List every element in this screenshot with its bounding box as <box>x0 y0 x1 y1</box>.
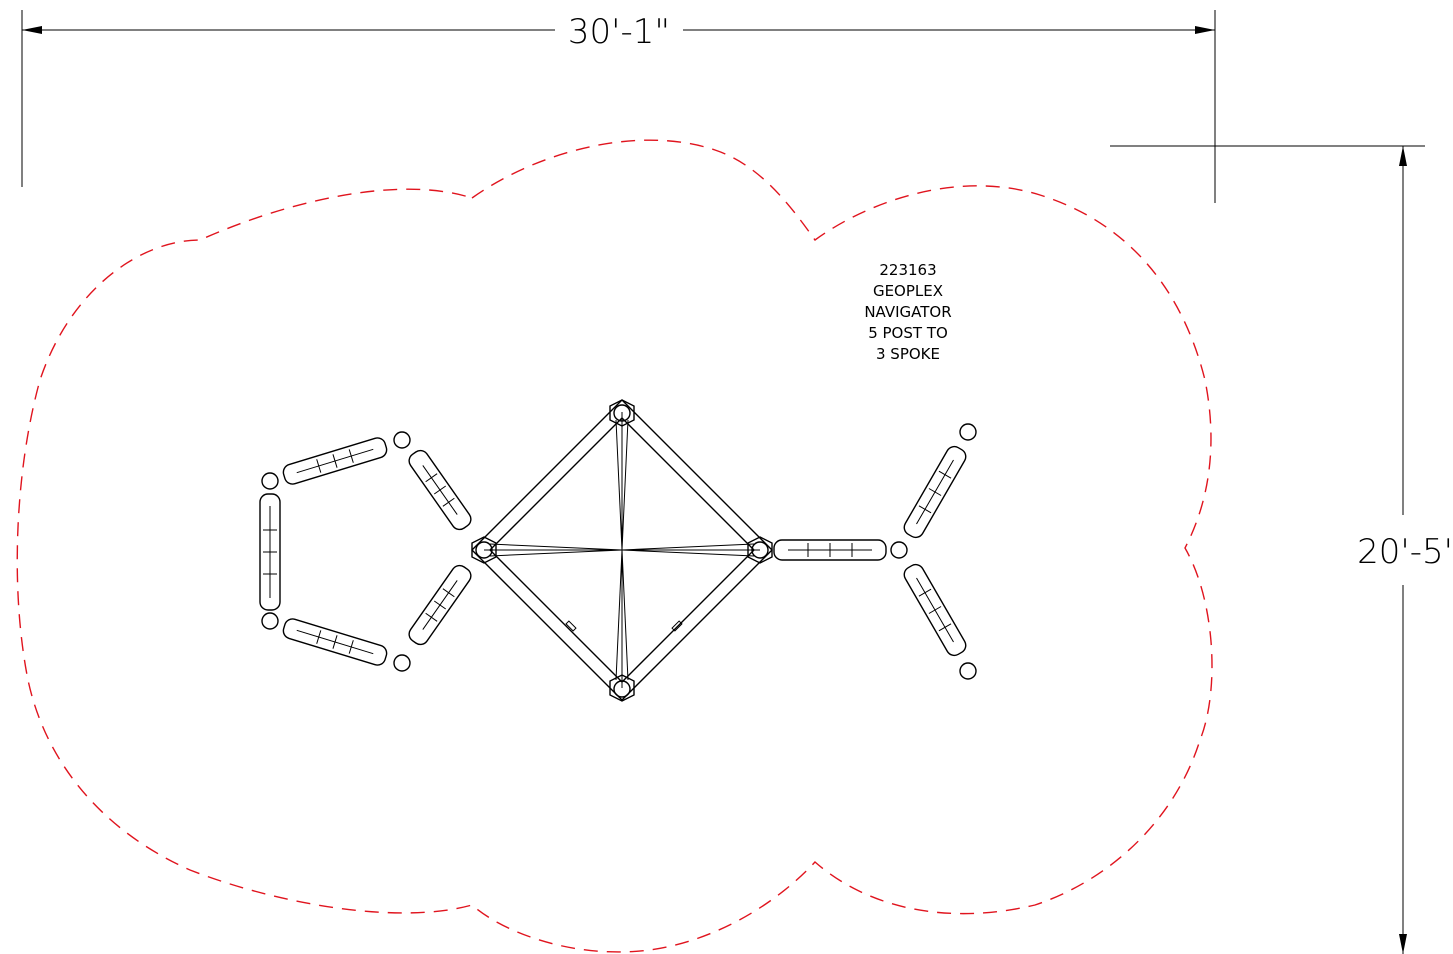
label-line-product-name-1: GEOPLEX <box>873 282 943 300</box>
label-line-config-1: 5 POST TO <box>868 324 948 342</box>
label-line-product-number: 223163 <box>879 261 936 279</box>
geoplex-diamond <box>471 399 773 701</box>
post-top <box>609 399 635 427</box>
width-dimension: 30'-1" <box>21 10 1216 203</box>
post-left <box>471 536 497 564</box>
use-zone-boundary <box>16 139 1213 953</box>
left-panel-ring <box>259 431 472 672</box>
post-bottom <box>609 674 635 702</box>
height-dimension: 20'-5' <box>1110 145 1453 954</box>
width-dimension-label: 30'-1" <box>568 12 670 52</box>
product-label: 223163 GEOPLEX NAVIGATOR 5 POST TO 3 SPO… <box>864 261 951 363</box>
label-line-config-2: 3 SPOKE <box>876 345 940 363</box>
post-right <box>747 536 773 564</box>
height-dimension-label: 20'-5' <box>1357 532 1453 572</box>
label-line-product-name-2: NAVIGATOR <box>864 303 951 321</box>
right-spoke-arms <box>773 423 977 680</box>
